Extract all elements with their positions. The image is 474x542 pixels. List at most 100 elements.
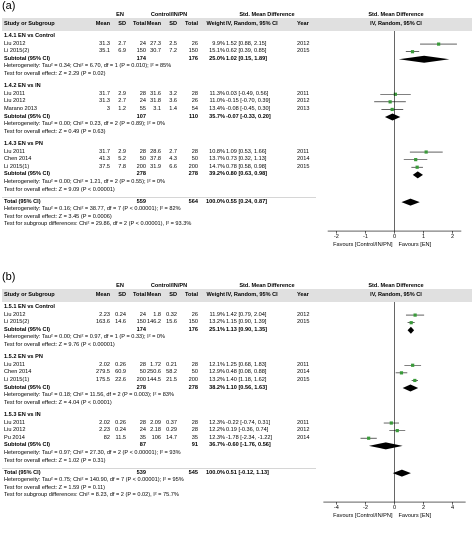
ci-value: 0.03 [-0.49, 0.56] [226,90,269,97]
col-sd: SD [169,292,177,298]
col-mean: Mean [146,292,161,298]
total-value: 24 [139,40,146,47]
study-name: Liu 2011 [4,361,26,368]
mean-value: 31.3 [99,98,110,105]
study-marker [411,363,415,367]
total-value: 87 [139,442,146,449]
mean-value: 106 [151,434,161,441]
sd-value: 2.9 [118,90,126,97]
sd-value: 6.9 [118,48,126,55]
sd-value: 0.29 [166,427,177,434]
total-value: 107 [136,113,146,120]
total-value: 28 [191,148,198,155]
sd-value: 1.4 [169,105,177,112]
sd-value: 3.6 [169,98,177,105]
sd-value: 6.6 [169,163,177,170]
pooled-diamond [384,113,401,121]
study-marker [414,158,418,162]
stat-note: Heterogeneity: Tau² = 0.18; Chi² = 11.56… [4,392,174,399]
pooled-diamond [398,55,450,63]
total-value: 54 [191,105,198,112]
column-header-bar [2,289,472,302]
col-sd: SD [118,21,126,27]
sd-value: 2.7 [169,148,177,155]
year-value: 2012 [297,98,310,105]
total-value: 545 [188,469,198,476]
study-marker [413,313,417,317]
col-mean: Mean [95,21,110,27]
sd-value: 14.6 [115,319,126,326]
smd-header: Std. Mean Difference [239,12,295,18]
subtotal-label: Subtotal (95% CI) [4,55,50,62]
stat-note: Test for overall effect: Z = 4.04 (P < 0… [4,399,112,406]
mean-value: 31.7 [99,148,110,155]
weight-value: 36.7% [209,442,225,449]
weight-value: 15.1% [209,48,225,55]
total-value: 110 [188,113,198,120]
total-value: 150 [188,48,198,55]
favours-left-label: Favours [Control/IN/PN] [333,513,393,520]
study-name: Liu 2012 [4,427,26,434]
mean-value: 2.23 [99,427,110,434]
ci-value: 1.09 [0.53, 1.66] [226,148,267,155]
stat-note: Heterogeneity: Tau² = 0.75; Chi² = 140.9… [4,477,184,484]
col-weight: Weight [206,21,225,27]
total-value: 28 [139,361,146,368]
year-value: 2013 [297,105,310,112]
subtotal-label: Subtotal (95% CI) [4,326,50,333]
year-value: 2012 [297,311,310,318]
ci-value: 0.73 [0.32, 1.13] [226,156,267,163]
col-year: Year [297,21,309,27]
col-weight: Weight [206,292,225,298]
weight-value: 39.2% [209,171,225,178]
weight-value: 100.0% [206,469,225,476]
mean-value: 144.5 [147,376,161,383]
sd-value: 0.26 [115,361,126,368]
stat-note: Heterogeneity: Tau² = 0.00; Chi² = 0.97,… [4,334,166,341]
col-sd: SD [118,292,126,298]
total-value: 28 [191,419,198,426]
sd-value: 22.6 [115,376,126,383]
total-value: 559 [136,198,146,205]
study-marker [410,50,415,54]
study-name: Chen 2014 [4,369,32,376]
study-name: Li 2015(1) [4,376,30,383]
group1-header: EN [116,12,124,18]
subtotal-label: Subtotal (95% CI) [4,171,50,178]
sd-value: 60.9 [115,369,126,376]
ci-value: 0.48 [0.08, 0.88] [226,369,267,376]
sd-value: 3.2 [169,90,177,97]
tick-label: 4 [451,505,455,512]
total-value: 26 [191,311,198,318]
total-value: 200 [136,376,146,383]
stat-note: Test for subgroup differences: Chi² = 29… [4,221,192,228]
ci-value: 0.19 [-0.36, 0.74] [226,427,269,434]
weight-value: 10.8% [209,148,225,155]
total-value: 200 [188,376,198,383]
weight-value: 100.0% [206,198,225,205]
total-value: 50 [139,369,146,376]
sd-value: 2.9 [118,148,126,155]
mean-value: 2.18 [150,427,161,434]
mean-value: 30.7 [150,48,161,55]
smd-header: Std. Mean Difference [239,283,295,289]
mean-value: 175.5 [96,376,110,383]
weight-value: 25.1% [209,326,225,333]
sd-value: 0.24 [115,427,126,434]
tick-label: -1 [362,234,368,241]
mean-value: 31.9 [150,163,161,170]
sd-value: 15.6 [166,319,177,326]
col-total: Total [133,292,146,298]
tick-label: -2 [333,234,339,241]
mean-value: 1.72 [150,361,161,368]
ci-value: 0.51 [-0.12, 1.13] [226,469,269,476]
pooled-diamond [407,326,415,334]
total-value: 278 [188,384,198,391]
total-value: 28 [139,148,146,155]
total-value: 24 [139,311,146,318]
forest-plot-panel: (b) EN Control/IN/PN Std. Mean Difference St… [0,271,474,542]
sd-value: 7.2 [169,48,177,55]
sd-value: 7.8 [118,163,126,170]
stat-note: Heterogeneity: Tau² = 0.97; Chi² = 27.30… [4,449,181,456]
study-name: Liu 2012 [4,98,26,105]
